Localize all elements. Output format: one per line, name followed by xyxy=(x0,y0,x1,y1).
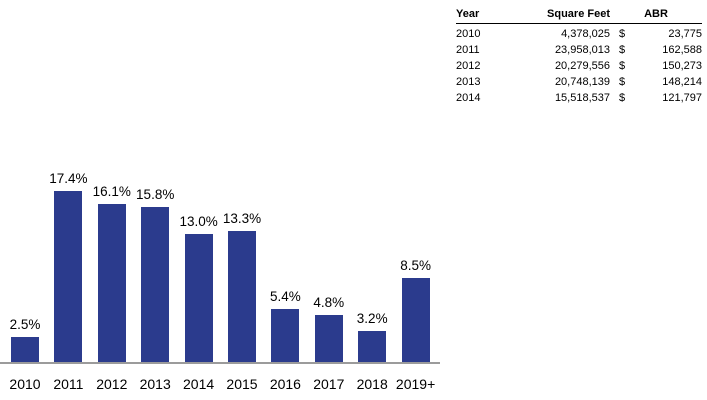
bar-value-label: 5.4% xyxy=(270,289,301,304)
summary-table: Year Square Feet ABR 2010 4,378,025 $23,77… xyxy=(456,4,702,106)
bar-value-label: 8.5% xyxy=(400,258,431,273)
table-row: 2014 15,518,537 $121,797 xyxy=(456,90,702,106)
cell-square-feet: 4,378,025 xyxy=(561,28,610,40)
cell-year: 2012 xyxy=(456,60,481,72)
col-header-abr: ABR xyxy=(610,4,702,24)
x-axis-label: 2012 xyxy=(96,376,128,392)
cell-year: 2010 xyxy=(456,28,481,40)
bar-value-label: 17.4% xyxy=(49,171,88,186)
cell-year: 2011 xyxy=(456,44,480,56)
bar-value-label: 13.0% xyxy=(179,214,218,229)
cell-abr-value: 121,797 xyxy=(662,92,702,104)
cell-abr: $162,588 xyxy=(610,42,702,58)
table-row: 2010 4,378,025 $23,775 xyxy=(456,24,702,43)
x-axis-label: 2013 xyxy=(139,376,171,392)
cell-square-feet: 20,748,139 xyxy=(554,76,610,88)
abr-accounting-format: $162,588 xyxy=(610,42,702,58)
table-row: 2013 20,748,139 $148,214 xyxy=(456,74,702,90)
abr-accounting-format: $23,775 xyxy=(610,26,702,42)
cell-square-feet: 23,958,013 xyxy=(554,44,610,56)
currency-symbol: $ xyxy=(619,60,626,72)
currency-symbol: $ xyxy=(619,44,626,56)
cell-abr-value: 23,775 xyxy=(668,28,702,40)
x-axis-label: 2017 xyxy=(313,376,345,392)
col-header-square-feet: Square Feet xyxy=(514,4,610,24)
abr-accounting-format: $121,797 xyxy=(610,90,702,106)
bar-2010 xyxy=(11,337,39,362)
bar-2012 xyxy=(97,204,126,362)
bar-2011 xyxy=(54,191,83,362)
bar-value-label: 13.3% xyxy=(222,211,262,226)
bar-2014 xyxy=(184,234,213,362)
cell-square-feet: 20,279,556 xyxy=(554,60,610,72)
x-axis-label: 2014 xyxy=(183,376,215,392)
x-axis-label: 2015 xyxy=(226,376,258,392)
bar-value-label: 16.1% xyxy=(92,184,131,199)
bar-2016 xyxy=(271,309,300,362)
cell-year: 2013 xyxy=(456,76,481,88)
abr-accounting-format: $148,214 xyxy=(610,74,702,90)
cell-abr-value: 148,214 xyxy=(662,76,702,88)
col-header-year: Year xyxy=(456,4,514,24)
bar-2017 xyxy=(314,315,343,362)
x-axis-label: 2018 xyxy=(356,376,388,392)
x-axis-label: 2019+ xyxy=(395,376,436,392)
bar-value-label: 2.5% xyxy=(9,317,41,332)
x-axis-labels: 2010 2011 2012 2013 2014 2015 2016 2017 2018 2019… xyxy=(0,364,442,392)
table-body: 2010 4,378,025 $23,775 2011 23,958,013 $162,5… xyxy=(456,24,702,107)
table-header-row: Year Square Feet ABR xyxy=(456,4,702,24)
cell-square-feet: 15,518,537 xyxy=(554,92,610,104)
cell-year: 2014 xyxy=(456,92,481,104)
cell-abr-value: 162,588 xyxy=(662,44,702,56)
x-axis-label: 2010 xyxy=(9,376,41,392)
bar-chart: 2.5% 17.4% 16.1% 15.8% 13.0% 13.3% 5.4% 4.8% 3.2… xyxy=(0,150,442,392)
x-axis-label: 2016 xyxy=(269,376,301,392)
bar-2019+ xyxy=(401,278,430,362)
cell-abr: $150,273 xyxy=(610,58,702,74)
abr-accounting-format: $150,273 xyxy=(610,58,702,74)
bar-value-label: 3.2% xyxy=(356,311,388,326)
x-axis-label: 2011 xyxy=(53,376,84,392)
year-sqft-abr-table: Year Square Feet ABR 2010 4,378,025 $23,77… xyxy=(456,4,702,106)
currency-symbol: $ xyxy=(619,76,626,88)
cell-abr: $148,214 xyxy=(610,74,702,90)
cell-abr-value: 150,273 xyxy=(662,60,702,72)
bar-value-label: 15.8% xyxy=(136,187,175,202)
currency-symbol: $ xyxy=(619,92,626,104)
table-row: 2012 20,279,556 $150,273 xyxy=(456,58,702,74)
bar-2018 xyxy=(358,331,387,362)
currency-symbol: $ xyxy=(619,28,626,40)
plot-area: 2.5% 17.4% 16.1% 15.8% 13.0% 13.3% 5.4% 4.8% 3.2… xyxy=(0,150,440,364)
cell-abr: $121,797 xyxy=(610,90,702,106)
cell-abr: $23,775 xyxy=(610,24,702,43)
bar-value-label: 4.8% xyxy=(313,295,345,310)
table-row: 2011 23,958,013 $162,588 xyxy=(456,42,702,58)
bar-2013 xyxy=(141,207,170,362)
bar-2015 xyxy=(228,231,256,362)
